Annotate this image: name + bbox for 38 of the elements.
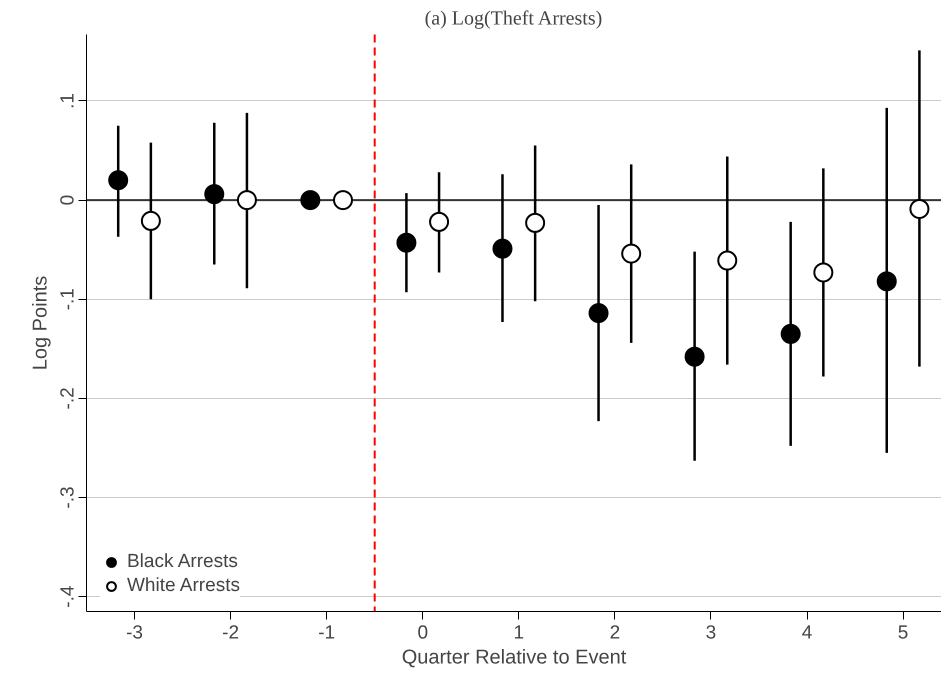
x-tick-label: 1	[514, 622, 524, 644]
point	[108, 170, 128, 190]
point	[780, 324, 801, 344]
point	[300, 190, 320, 210]
point	[621, 244, 642, 264]
point	[396, 232, 416, 253]
point	[684, 346, 705, 367]
y-tick-label: 0	[58, 194, 78, 206]
legend-label: Black Arrests	[127, 551, 238, 573]
point	[588, 303, 609, 324]
x-tick-label: 4	[802, 622, 813, 644]
y-tick-label: .1	[58, 92, 78, 109]
point	[236, 190, 257, 210]
x-tick-label: 0	[417, 622, 428, 644]
point	[717, 250, 738, 271]
y-tick-label: -.1	[58, 288, 78, 310]
x-tick-label: 5	[898, 622, 908, 644]
x-tick-label: 2	[610, 622, 620, 644]
x-tick-label: -3	[126, 622, 143, 644]
point	[813, 262, 834, 282]
point	[492, 238, 512, 259]
point	[525, 212, 546, 233]
y-tick-label: -.3	[58, 486, 78, 509]
point	[204, 184, 224, 204]
x-tick-label: -1	[318, 622, 336, 644]
point	[429, 212, 450, 232]
point	[876, 271, 897, 292]
point	[333, 190, 353, 210]
legend-label: White Arrests	[127, 575, 240, 597]
x-tick-label: -2	[222, 622, 240, 644]
x-axis-title: Quarter Relative to Event	[402, 646, 627, 668]
y-tick-label: -.2	[58, 387, 78, 410]
x-tick-label: 3	[706, 622, 716, 644]
point	[909, 199, 930, 219]
chart-title: (a) Log(Theft Arrests)	[424, 8, 602, 30]
y-axis-title: Log Points	[30, 276, 52, 370]
point	[140, 210, 161, 231]
y-tick-label: -.4	[58, 585, 78, 608]
